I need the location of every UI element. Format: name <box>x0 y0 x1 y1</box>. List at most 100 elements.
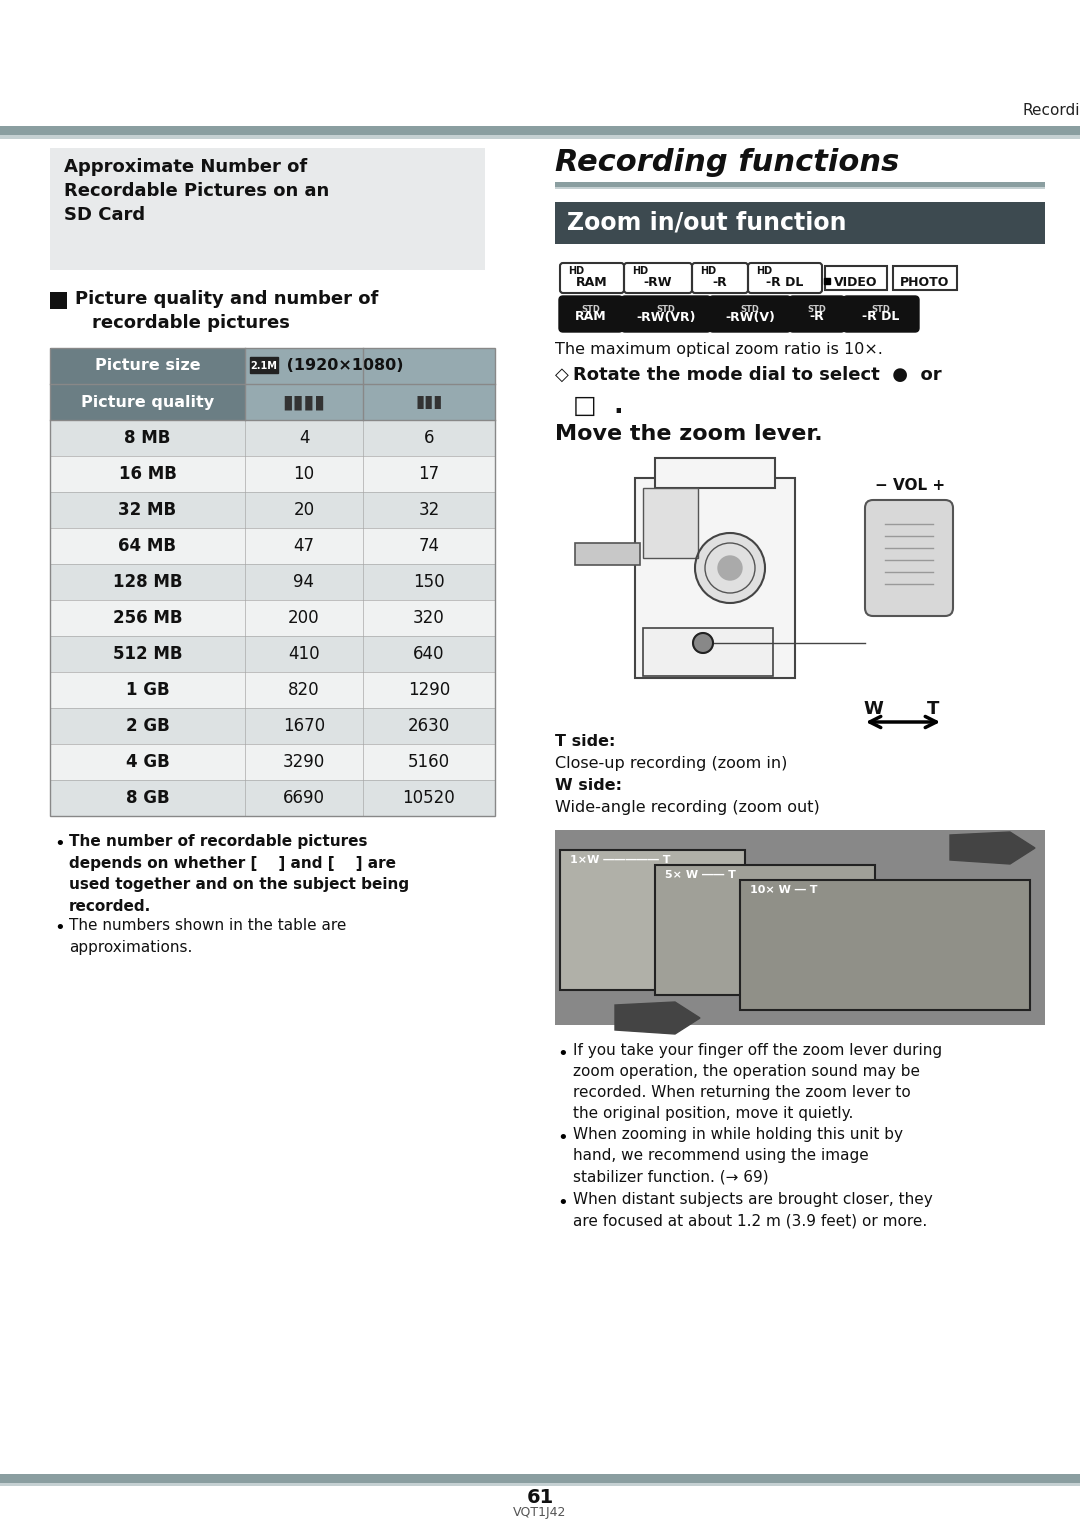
Bar <box>0 1474 1080 1483</box>
Bar <box>555 201 1045 244</box>
Text: HD: HD <box>756 266 772 276</box>
Text: 64 MB: 64 MB <box>119 537 176 555</box>
Text: 820: 820 <box>288 681 320 699</box>
Circle shape <box>696 533 765 603</box>
Text: Close-up recording (zoom in): Close-up recording (zoom in) <box>555 755 787 771</box>
Bar <box>740 881 1030 1010</box>
Text: 61: 61 <box>526 1488 554 1508</box>
Text: The numbers shown in the table are
approximations.: The numbers shown in the table are appro… <box>69 919 347 955</box>
Text: STD: STD <box>581 305 600 314</box>
Text: STD: STD <box>657 305 675 314</box>
Text: •: • <box>54 835 65 853</box>
Text: STD: STD <box>808 305 826 314</box>
Text: PHOTO: PHOTO <box>901 276 949 288</box>
Bar <box>643 488 698 559</box>
Bar <box>50 780 495 816</box>
Text: 16 MB: 16 MB <box>119 465 176 484</box>
Text: Approximate Number of: Approximate Number of <box>64 159 307 175</box>
Bar <box>50 420 495 456</box>
Text: Move the zoom lever.: Move the zoom lever. <box>555 424 823 444</box>
Text: RAM: RAM <box>577 276 608 288</box>
Text: 2.1M: 2.1M <box>251 362 278 371</box>
Bar <box>654 458 775 488</box>
Text: 256 MB: 256 MB <box>112 609 183 627</box>
Text: Picture quality: Picture quality <box>81 395 214 409</box>
Text: 2630: 2630 <box>408 717 450 736</box>
Text: 6: 6 <box>423 429 434 447</box>
Circle shape <box>718 555 742 580</box>
FancyBboxPatch shape <box>865 501 953 617</box>
Text: 4: 4 <box>299 429 309 447</box>
Bar <box>893 266 957 290</box>
Text: When zooming in while holding this unit by
hand, we recommend using the image
st: When zooming in while holding this unit … <box>573 1128 903 1184</box>
Text: 47: 47 <box>294 537 314 555</box>
Text: The maximum optical zoom ratio is 10×.: The maximum optical zoom ratio is 10×. <box>555 342 882 357</box>
Text: ◇: ◇ <box>555 366 569 385</box>
Text: If you take your finger off the zoom lever during
zoom operation, the operation : If you take your finger off the zoom lev… <box>573 1042 942 1122</box>
Text: − VOL +: − VOL + <box>875 478 945 493</box>
Text: 1 GB: 1 GB <box>125 681 170 699</box>
Text: 410: 410 <box>288 645 320 662</box>
Bar <box>245 385 363 420</box>
Text: ▮▮▮▮: ▮▮▮▮ <box>283 392 325 412</box>
Text: 1290: 1290 <box>408 681 450 699</box>
Text: -RW: -RW <box>644 276 672 288</box>
Bar <box>635 478 795 678</box>
Text: -R: -R <box>713 276 727 288</box>
Bar <box>363 385 495 420</box>
Bar <box>654 865 875 995</box>
Bar <box>50 745 495 780</box>
Circle shape <box>693 633 713 653</box>
Bar <box>50 528 495 565</box>
Text: Recording: Recording <box>1022 102 1080 118</box>
Bar <box>249 357 278 372</box>
Text: 94: 94 <box>294 572 314 591</box>
Text: 150: 150 <box>414 572 445 591</box>
Text: 3290: 3290 <box>283 752 325 771</box>
Bar <box>561 850 745 990</box>
Text: 6690: 6690 <box>283 789 325 807</box>
Text: HD: HD <box>700 266 716 276</box>
Bar <box>245 348 495 385</box>
Polygon shape <box>615 1003 700 1035</box>
Text: Picture size: Picture size <box>95 359 200 374</box>
Text: The number of recordable pictures
depends on whether [    ] and [    ] are
used : The number of recordable pictures depend… <box>69 835 409 914</box>
Text: -R: -R <box>810 310 824 324</box>
Bar <box>555 830 1045 1025</box>
Bar <box>50 600 495 636</box>
Text: 5× W ―― T: 5× W ―― T <box>665 870 735 881</box>
Text: Picture quality and number of: Picture quality and number of <box>75 290 378 308</box>
Text: STD: STD <box>872 305 890 314</box>
Text: Rotate the mode dial to select  ●  or: Rotate the mode dial to select ● or <box>573 366 942 385</box>
Text: 640: 640 <box>414 645 445 662</box>
Text: 320: 320 <box>414 609 445 627</box>
Text: 10520: 10520 <box>403 789 456 807</box>
Text: -RW(V): -RW(V) <box>725 310 775 324</box>
Bar <box>50 636 495 671</box>
Bar <box>50 456 495 491</box>
Bar <box>50 565 495 600</box>
FancyBboxPatch shape <box>708 296 791 333</box>
Bar <box>555 188 1045 189</box>
Bar <box>0 127 1080 134</box>
Text: When distant subjects are brought closer, they
are focused at about 1.2 m (3.9 f: When distant subjects are brought closer… <box>573 1192 933 1228</box>
Text: VIDEO: VIDEO <box>834 276 878 288</box>
Text: W: W <box>863 700 883 719</box>
Text: STD: STD <box>741 305 759 314</box>
Text: VQT1J42: VQT1J42 <box>513 1506 567 1518</box>
Polygon shape <box>950 832 1035 864</box>
Text: 10× W ― T: 10× W ― T <box>750 885 818 896</box>
Bar <box>643 629 773 676</box>
Bar <box>0 1483 1080 1486</box>
Text: SD Card: SD Card <box>64 206 145 224</box>
Bar <box>50 348 495 816</box>
Bar <box>50 671 495 708</box>
Text: •: • <box>557 1045 568 1064</box>
Text: recordable pictures: recordable pictures <box>92 314 289 333</box>
Text: HD: HD <box>568 266 584 276</box>
Text: 200: 200 <box>288 609 320 627</box>
Text: 5160: 5160 <box>408 752 450 771</box>
Bar <box>50 491 495 528</box>
Text: 10: 10 <box>294 465 314 484</box>
Bar <box>555 182 1045 188</box>
